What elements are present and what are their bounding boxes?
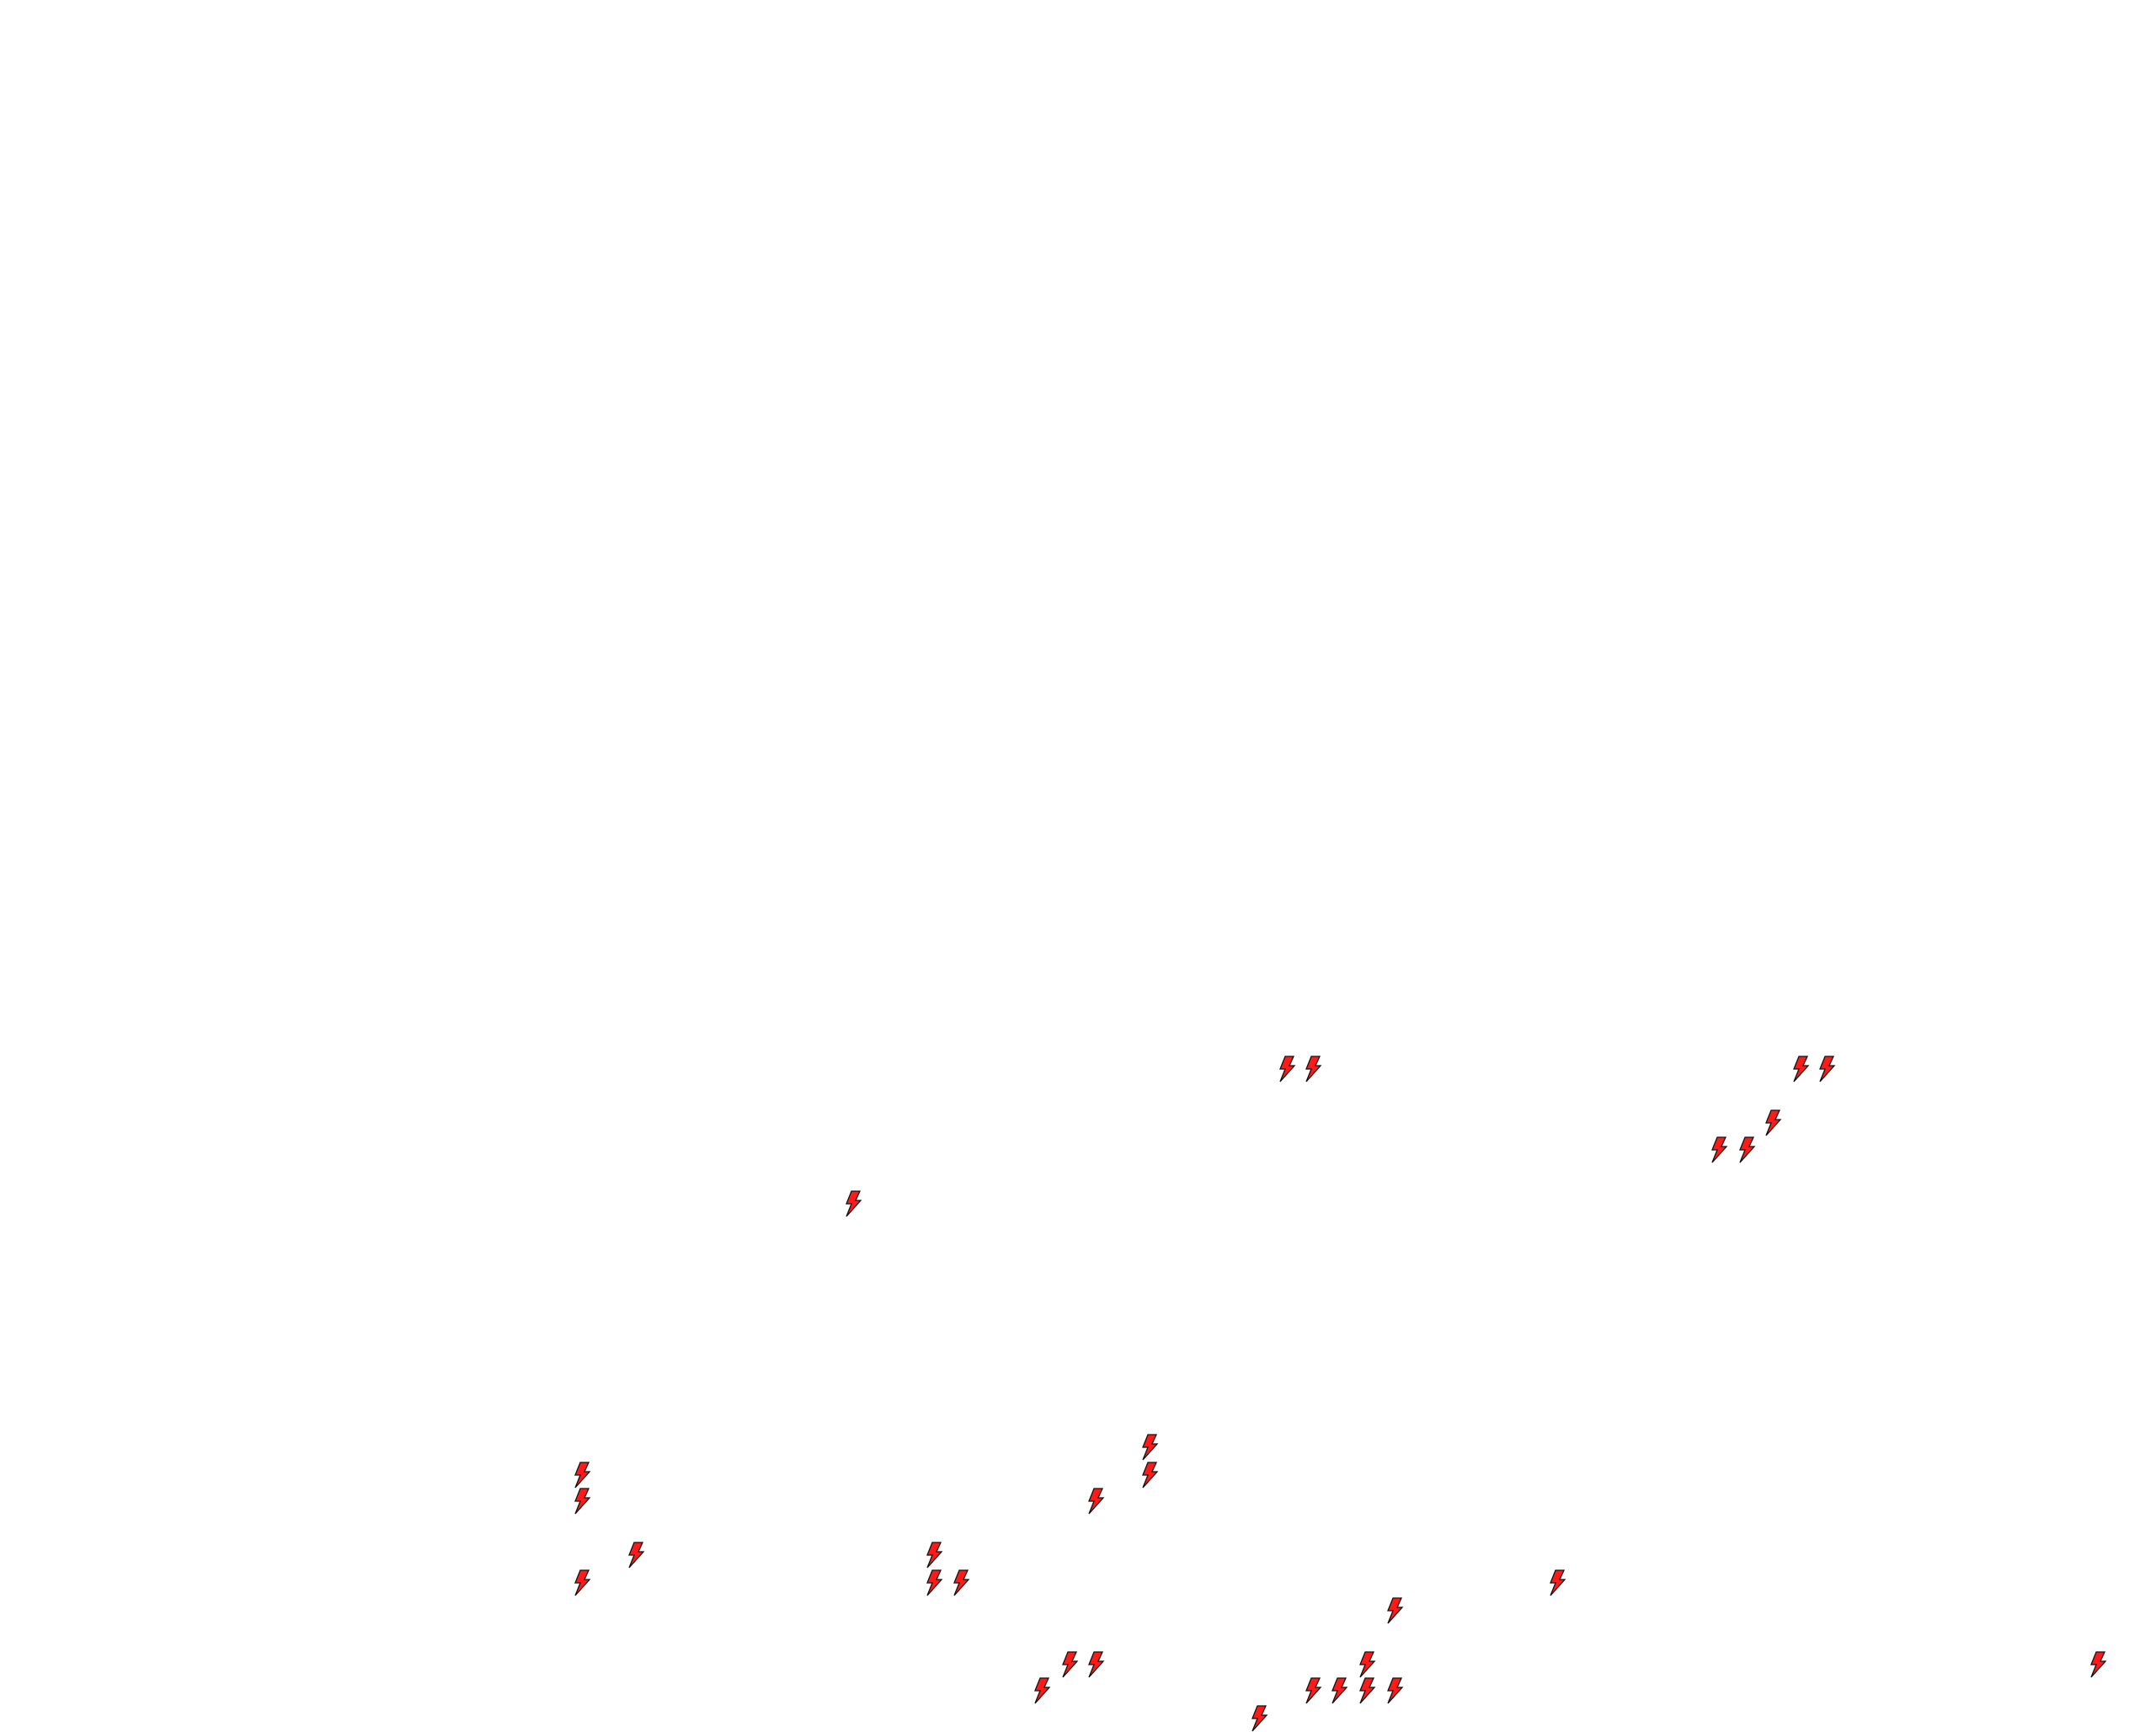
- lightning-bolt-icon[interactable]: [1817, 1055, 1836, 1082]
- lightning-bolt-icon[interactable]: [1304, 1055, 1322, 1082]
- lightning-bolt-icon[interactable]: [1764, 1109, 1782, 1136]
- lightning-bolt-icon[interactable]: [1330, 1677, 1348, 1704]
- lightning-bolt-icon[interactable]: [1086, 1651, 1105, 1678]
- lightning-bolt-icon[interactable]: [1304, 1677, 1322, 1704]
- lightning-bolt-icon[interactable]: [1548, 1569, 1566, 1596]
- lightning-bolt-icon[interactable]: [1033, 1677, 1051, 1704]
- lightning-bolt-icon[interactable]: [925, 1569, 943, 1596]
- lightning-bolt-icon[interactable]: [1737, 1136, 1756, 1163]
- lightning-bolt-icon[interactable]: [2089, 1651, 2107, 1678]
- lightning-bolt-icon[interactable]: [1385, 1677, 1404, 1704]
- lightning-bolt-icon[interactable]: [1140, 1462, 1159, 1489]
- lightning-bolt-icon[interactable]: [1140, 1434, 1159, 1461]
- lightning-bolt-icon[interactable]: [1250, 1705, 1268, 1732]
- lightning-bolt-icon[interactable]: [1358, 1651, 1376, 1678]
- lightning-bolt-icon[interactable]: [1086, 1488, 1105, 1515]
- lightning-bolt-icon[interactable]: [844, 1190, 862, 1217]
- lightning-bolt-icon[interactable]: [1385, 1597, 1404, 1624]
- lightning-bolt-icon[interactable]: [573, 1462, 591, 1489]
- lightning-bolt-icon[interactable]: [1278, 1055, 1296, 1082]
- lightning-bolt-icon[interactable]: [627, 1542, 645, 1569]
- lightning-bolt-icon[interactable]: [952, 1569, 970, 1596]
- lightning-bolt-icon[interactable]: [573, 1488, 591, 1515]
- lightning-bolt-icon[interactable]: [1710, 1136, 1728, 1163]
- lightning-bolt-icon[interactable]: [1060, 1651, 1079, 1678]
- lightning-bolt-icon[interactable]: [1358, 1677, 1376, 1704]
- lightning-bolt-icon[interactable]: [1791, 1055, 1810, 1082]
- lightning-bolt-icon[interactable]: [573, 1569, 591, 1596]
- lightning-bolt-icon[interactable]: [925, 1542, 943, 1569]
